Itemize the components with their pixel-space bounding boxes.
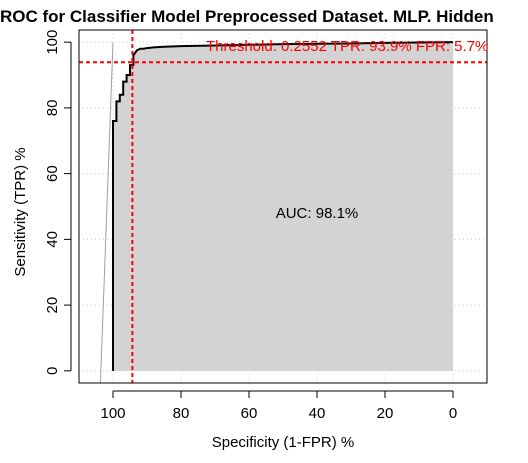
x-axis-label: Specificity (1-FPR) % [212, 434, 355, 451]
y-tick-label: 100 [44, 30, 61, 55]
x-tick-label: 20 [377, 405, 394, 422]
x-axis-ticks: 100 80 60 40 20 0 [100, 390, 457, 422]
roc-area-fill [113, 42, 453, 371]
y-axis-label: Sensitivity (TPR) % [12, 147, 29, 276]
chart-title: ROC for Classifier Model Preprocessed Da… [0, 7, 494, 26]
y-tick-label: 80 [44, 100, 61, 117]
auc-label: AUC: 98.1% [276, 205, 359, 222]
x-tick-label: 60 [241, 405, 258, 422]
chance-diagonal [99, 42, 114, 384]
roc-curve-line [112, 41, 454, 371]
x-tick-label: 0 [449, 405, 457, 422]
y-tick-label: 0 [44, 367, 61, 375]
threshold-label: Threshold: 0.2552 TPR: 93.9% FPR: 5.7% [206, 38, 488, 55]
y-tick-label: 60 [44, 165, 61, 182]
y-tick-label: 20 [44, 297, 61, 314]
x-tick-label: 100 [100, 405, 125, 422]
y-tick-label: 40 [44, 231, 61, 248]
x-tick-label: 80 [173, 405, 190, 422]
y-axis-ticks: 0 20 40 60 80 100 [44, 30, 72, 375]
plot-frame [78, 29, 488, 384]
x-tick-label: 40 [309, 405, 326, 422]
